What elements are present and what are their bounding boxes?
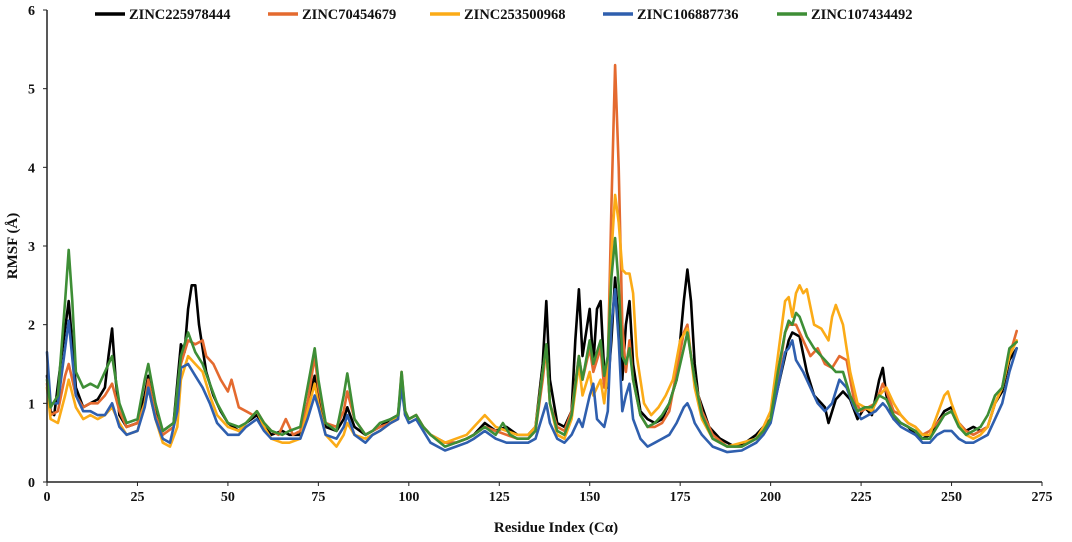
x-axis-label: Residue Index (Cα) [494, 520, 618, 536]
x-tick-label: 0 [44, 490, 51, 505]
legend-label: ZINC225978444 [129, 7, 231, 23]
legend-item-zinc225978444: ZINC225978444 [95, 7, 231, 23]
series-lines [45, 63, 1018, 454]
y-tick-label: 1 [28, 397, 35, 412]
legend-label: ZINC106887736 [637, 7, 739, 23]
x-tick-label: 175 [670, 490, 691, 505]
legend-item-zinc70454679: ZINC70454679 [268, 7, 396, 23]
legend-item-zinc107434492: ZINC107434492 [777, 7, 913, 23]
x-tick-label: 25 [130, 490, 144, 505]
chart-legend: ZINC225978444 ZINC70454679 ZINC253500968 ZI… [95, 7, 913, 23]
series-line-zinc253500968 [45, 193, 1018, 448]
chart-axes: 0 25 50 75 100 125 150 175 200 225 250 275 0 1 2 3 4 5 6 [28, 4, 1053, 505]
x-tick-label: 100 [398, 490, 419, 505]
y-axis-label: RMSF (Å) [5, 213, 21, 280]
y-tick-label: 6 [28, 4, 35, 19]
x-tick-label: 50 [221, 490, 235, 505]
series-line-zinc107434492 [45, 236, 1018, 448]
x-tick-label: 125 [489, 490, 510, 505]
y-tick-label: 2 [28, 319, 35, 334]
x-tick-label: 250 [941, 490, 962, 505]
x-tick-label: 275 [1032, 490, 1053, 505]
legend-item-zinc106887736: ZINC106887736 [603, 7, 739, 23]
legend-label: ZINC70454679 [302, 7, 396, 23]
x-tick-label: 225 [851, 490, 872, 505]
y-tick-label: 4 [28, 161, 35, 176]
y-tick-label: 0 [28, 476, 35, 491]
y-tick-label: 5 [28, 83, 35, 98]
x-tick-label: 200 [760, 490, 781, 505]
y-tick-label: 3 [28, 240, 35, 255]
x-tick-label: 75 [311, 490, 325, 505]
series-line-zinc70454679 [45, 63, 1018, 448]
legend-label: ZINC107434492 [811, 7, 913, 23]
legend-label: ZINC253500968 [464, 7, 566, 23]
legend-item-zinc253500968: ZINC253500968 [430, 7, 566, 23]
series-line-zinc225978444 [45, 268, 1018, 448]
series-line-zinc106887736 [45, 288, 1018, 454]
x-tick-label: 150 [579, 490, 600, 505]
